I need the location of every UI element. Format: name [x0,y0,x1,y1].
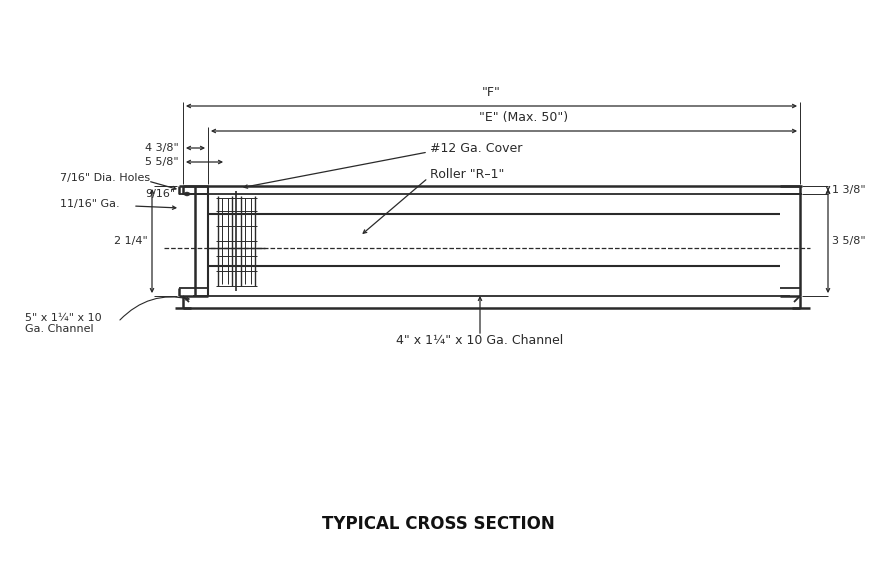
Text: 5 5/8": 5 5/8" [145,157,179,167]
Text: 4" x 1¼" x 10 Ga. Channel: 4" x 1¼" x 10 Ga. Channel [396,335,563,348]
Text: 5" x 1¼" x 10: 5" x 1¼" x 10 [25,313,102,323]
Text: 4 3/8": 4 3/8" [145,143,179,153]
Text: Ga. Channel: Ga. Channel [25,324,94,334]
Text: 7/16" Dia. Holes: 7/16" Dia. Holes [60,173,150,183]
Text: 11/16" Ga.: 11/16" Ga. [60,199,120,209]
Text: #12 Ga. Cover: #12 Ga. Cover [430,142,522,155]
Text: Roller "R–1": Roller "R–1" [430,168,505,181]
Text: 9/16": 9/16" [145,189,175,199]
Text: "F": "F" [482,87,501,100]
Text: TYPICAL CROSS SECTION: TYPICAL CROSS SECTION [321,515,555,533]
Text: 2 1/4": 2 1/4" [114,236,148,246]
Text: "E" (Max. 50"): "E" (Max. 50") [479,112,569,125]
Text: 3 5/8": 3 5/8" [832,236,865,246]
Text: 1 3/8": 1 3/8" [832,185,865,195]
